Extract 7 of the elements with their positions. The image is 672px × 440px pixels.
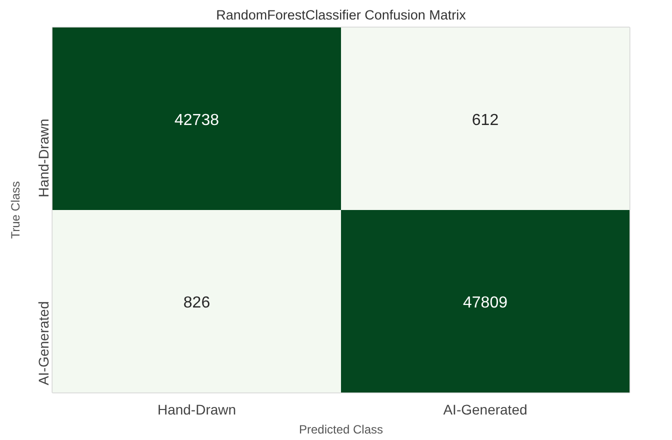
data-label: 42738 [174, 112, 220, 129]
data-label: 612 [472, 112, 499, 129]
chart-title: RandomForestClassifier Confusion Matrix [216, 8, 466, 22]
x-axis-title: Predicted Class [298, 422, 384, 436]
y-axis-title: True Class [8, 181, 22, 239]
data-label: 826 [183, 294, 210, 312]
data-label: 47809 [463, 294, 508, 312]
